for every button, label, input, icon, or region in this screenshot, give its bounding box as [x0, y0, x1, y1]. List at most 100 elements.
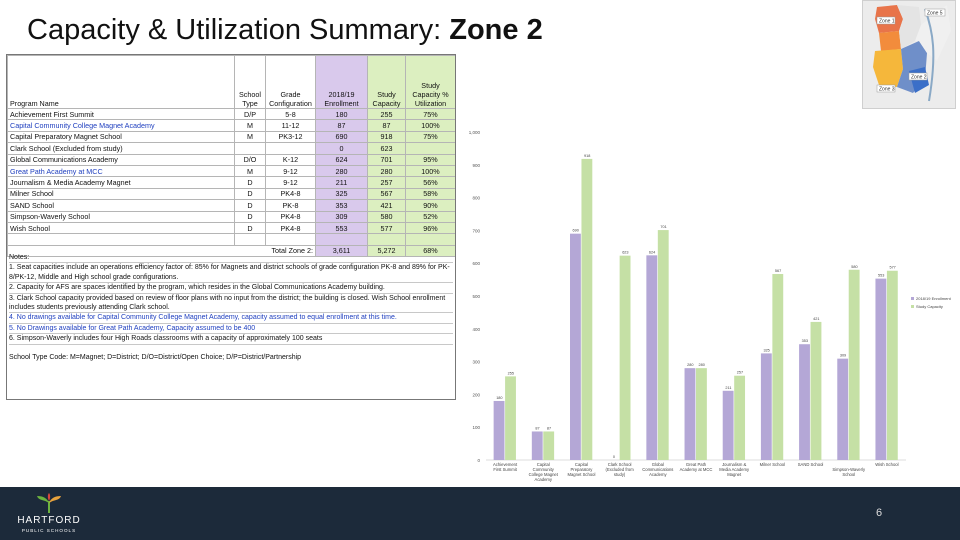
cell-program-name: Great Path Academy at MCC: [7, 164, 235, 178]
table-spacer-cell: [405, 233, 455, 246]
category-label: SAND School: [798, 462, 824, 467]
data-label: 580: [851, 265, 857, 269]
capacity-chart: 0 100 200 300 400 500 600 700 800 900 1,000 180 255 A…: [458, 120, 958, 490]
cell-utilization: 95%: [405, 153, 455, 166]
table-spacer-cell: [265, 233, 316, 246]
category-label: Milner School: [760, 462, 785, 467]
cell-capacity: 577: [367, 221, 406, 235]
bar-capacity: [886, 270, 898, 460]
category-label-line: Communications: [642, 467, 673, 472]
cell-grade-config: PK3-12: [265, 130, 316, 144]
bar-capacity: [810, 321, 822, 460]
cell-program-name: Simpson-Waverly School: [7, 210, 235, 223]
cell-grade-config: 11-12: [265, 119, 316, 132]
slide-title: Capacity & Utilization Summary: Zone 2: [27, 14, 543, 47]
cell-school-type: D: [234, 187, 266, 201]
bar-capacity: [505, 376, 516, 460]
category-label-line: Preparatory: [571, 467, 594, 472]
cell-capacity: 421: [367, 199, 406, 212]
cell-enrollment: 87: [315, 119, 368, 132]
cell-program-name: Capital Community College Magnet Academy: [7, 119, 235, 132]
category-label-line: Achievement: [493, 462, 518, 467]
category-label-line: Media Academy: [719, 467, 750, 472]
table-row: Simpson-Waverly School D PK4-8 309 580 52%: [7, 210, 455, 223]
category-label-line: First Summit: [493, 467, 517, 472]
table-spacer-cell: [234, 233, 266, 246]
y-tick-label: 300: [472, 360, 480, 365]
legend-swatch: [911, 297, 914, 300]
title-text: Capacity & Utilization Summary:: [27, 14, 450, 46]
note-item: 6. Simpson-Waverly includes four High Ro…: [9, 334, 453, 345]
y-tick-label: 500: [472, 294, 480, 299]
cell-program-name: Milner School: [7, 187, 235, 201]
capacity-chart-svg: 0 100 200 300 400 500 600 700 800 900 1,000 180 255 A…: [469, 130, 952, 482]
category-label-line: Magnet School: [567, 472, 595, 477]
cell-utilization: 56%: [405, 176, 455, 189]
notes-heading: Notes:: [9, 253, 453, 264]
data-label: 280: [699, 363, 705, 367]
map-label-zone5: Zone 5: [927, 11, 943, 17]
data-label: 180: [496, 396, 502, 400]
cell-school-type: D: [234, 210, 266, 223]
cell-capacity: 280: [367, 164, 406, 178]
y-tick-label: 200: [472, 392, 480, 397]
bar-capacity: [734, 375, 746, 460]
category-label-line: Simpson-Waverly: [832, 467, 866, 472]
cell-enrollment: 0: [315, 142, 368, 155]
table-spacer-cell: [367, 233, 406, 246]
y-tick-label: 0: [477, 458, 480, 463]
data-label: 0: [613, 455, 615, 459]
capacity-table: Program Name School Type Grade Configura…: [7, 55, 455, 258]
data-label: 624: [649, 250, 655, 254]
cell-enrollment: 553: [315, 221, 368, 235]
map-label-zone1: Zone 1: [879, 19, 895, 25]
table-row: Capital Community College Magnet Academy…: [7, 119, 455, 132]
bar-capacity: [657, 230, 669, 460]
cell-program-name: SAND School: [7, 199, 235, 212]
tree-icon: [37, 493, 61, 513]
legend-label: Study Capacity: [916, 304, 943, 309]
cell-enrollment: 180: [315, 107, 368, 121]
data-label: 353: [802, 339, 808, 343]
table-row: Journalism & Media Academy Magnet D 9-12 21…: [7, 176, 455, 189]
category-label-line: (Excluded from: [606, 467, 635, 472]
table-row: Global Communications Academy D/O K-12 624 7…: [7, 153, 455, 166]
cell-school-type: M: [234, 130, 266, 144]
cell-grade-config: PK4-8: [265, 187, 316, 201]
data-label: 257: [737, 371, 743, 375]
cell-capacity: 623: [367, 142, 406, 155]
category-label-line: Great Path: [686, 462, 707, 467]
legend-swatch: [911, 305, 914, 308]
category-label-line: School: [842, 472, 855, 477]
bar-capacity: [543, 431, 555, 460]
zone-map-drawing: Zone 5 Zone 1 Zone 2 Zone 3: [863, 1, 955, 108]
cell-utilization: 96%: [405, 221, 455, 235]
table-spacer-cell: [7, 233, 235, 246]
cell-program-name: Wish School: [7, 221, 235, 235]
cell-grade-config: 5-8: [265, 107, 316, 121]
cell-school-type: D/O: [234, 153, 266, 166]
category-label-line: Capital: [575, 462, 588, 467]
cell-school-type: [234, 142, 266, 155]
bar-capacity: [848, 269, 860, 460]
table-row: SAND School D PK-8 353 421 90%: [7, 199, 455, 212]
map-label-zone2: Zone 2: [911, 75, 927, 81]
cell-utilization: 100%: [405, 119, 455, 132]
col-header-program: Program Name: [7, 55, 235, 109]
data-label: 577: [889, 266, 895, 270]
cell-school-type: D/P: [234, 107, 266, 121]
cell-utilization: 100%: [405, 164, 455, 178]
category-label-line: Milner School: [760, 462, 785, 467]
bar-enrollment: [684, 368, 696, 460]
category-label-line: SAND School: [798, 462, 824, 467]
total-utilization: 68%: [405, 244, 455, 258]
table-header-row: Program Name School Type Grade Configura…: [7, 55, 455, 109]
cell-grade-config: PK-8: [265, 199, 316, 212]
data-label: 325: [763, 348, 769, 352]
col-header-enrollment: 2018/19 Enrollment: [315, 55, 368, 109]
cell-capacity: 255: [367, 107, 406, 121]
cell-grade-config: 9-12: [265, 176, 316, 189]
cell-utilization: [405, 142, 455, 155]
note-item: 5. No Drawings available for Great Path …: [9, 324, 453, 335]
category-label: Global Communications Academy: [642, 462, 673, 477]
